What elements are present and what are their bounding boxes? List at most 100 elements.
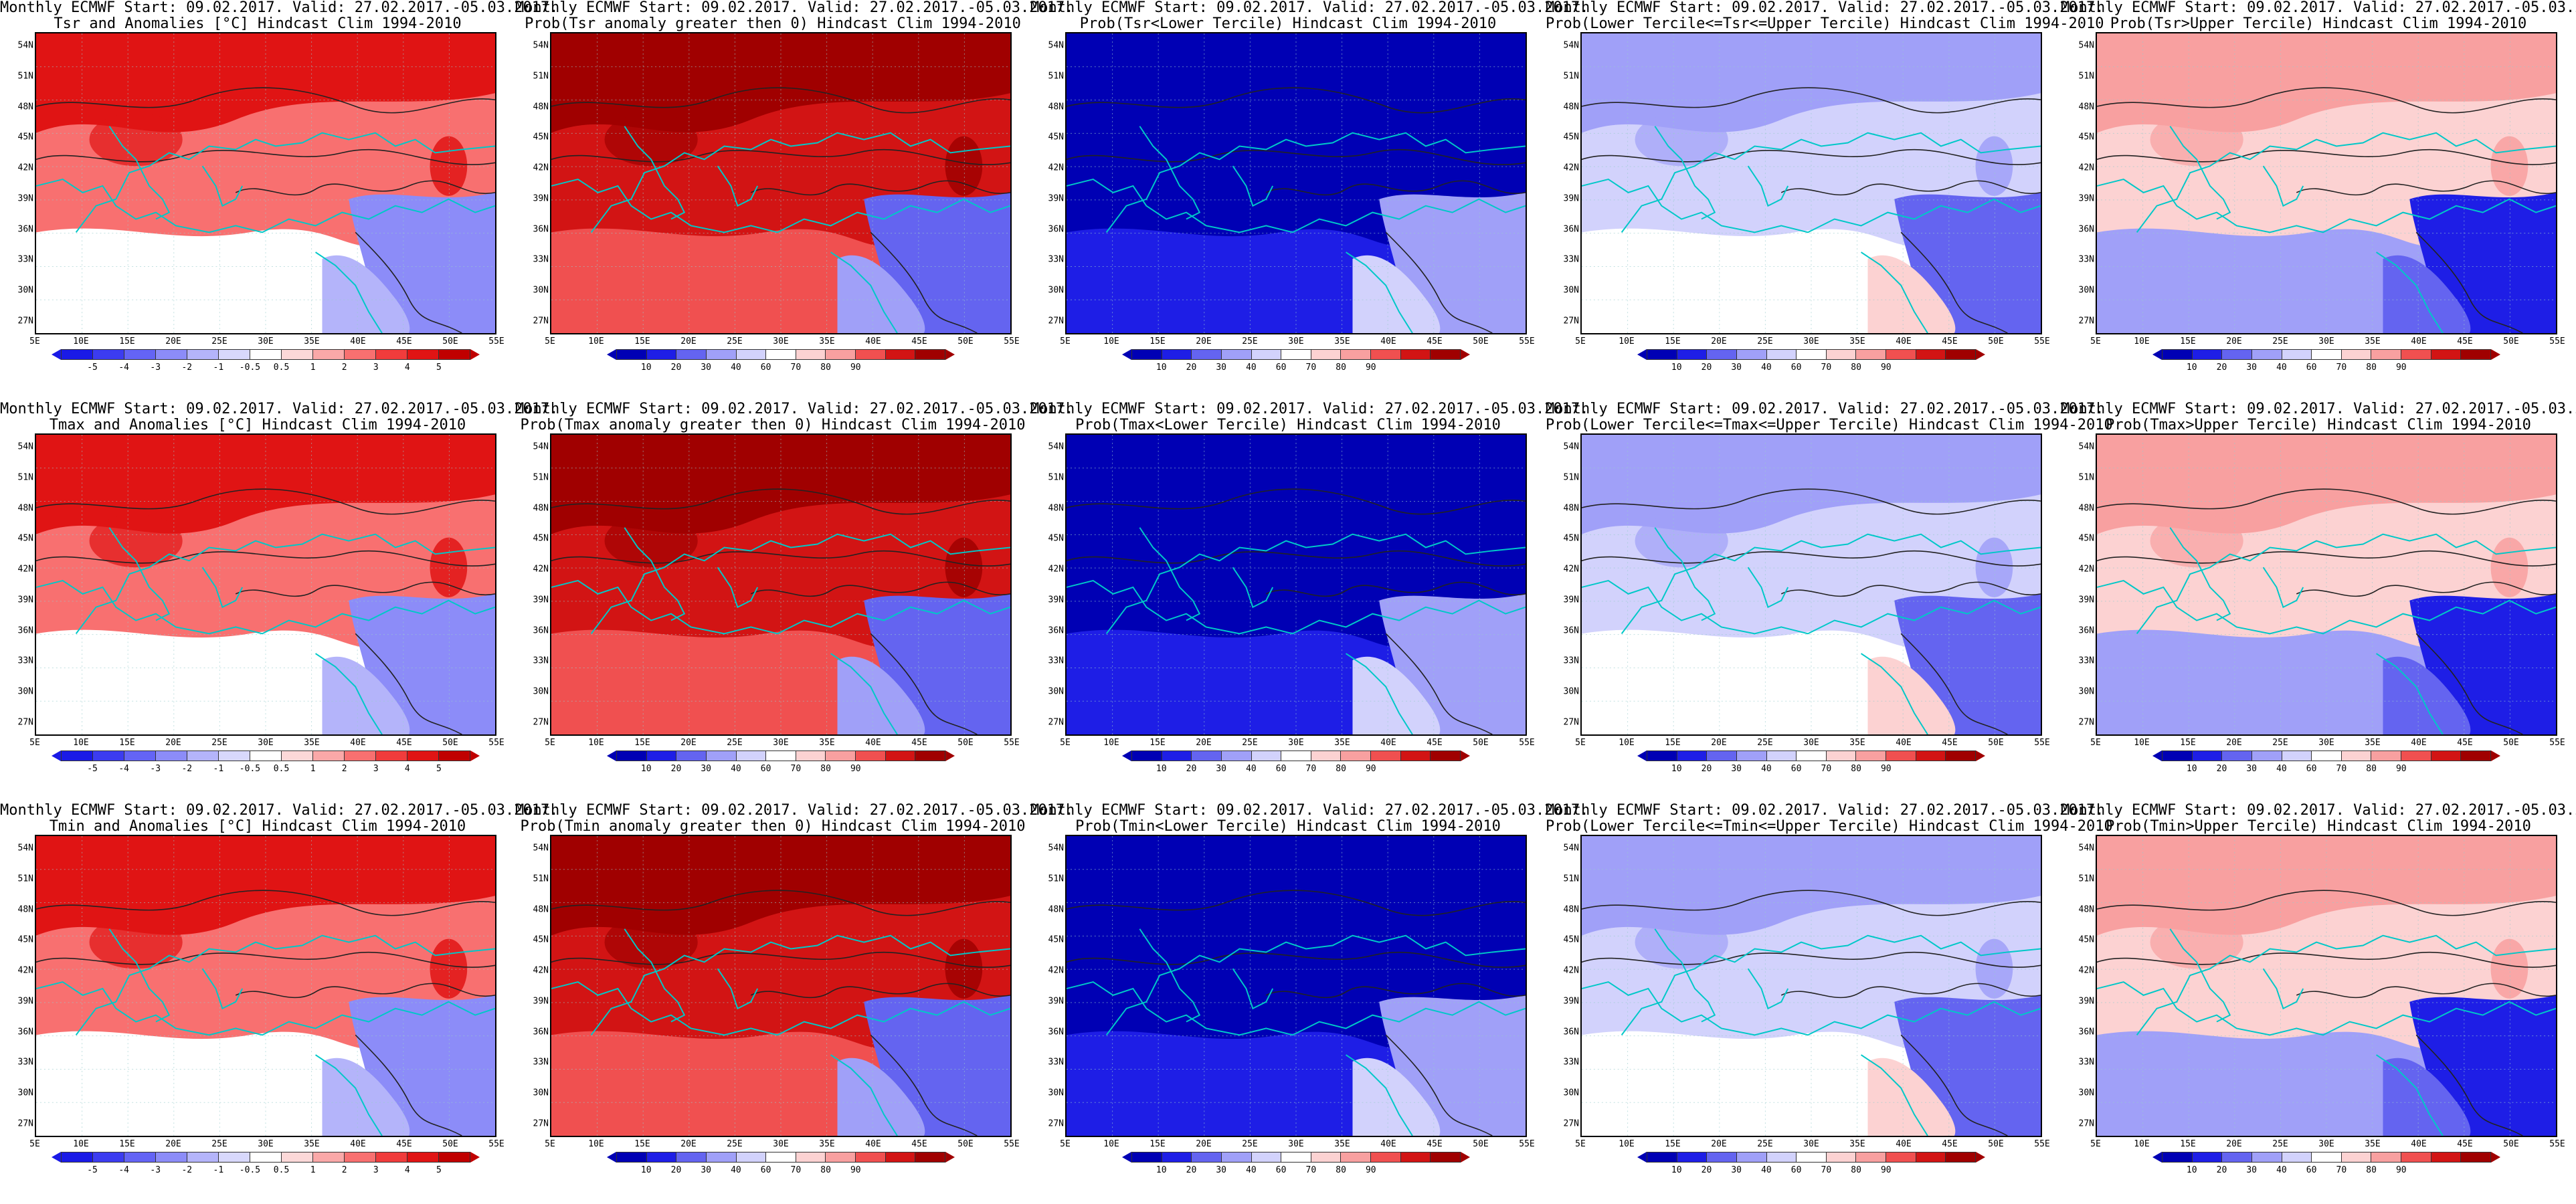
- lon-tick-label: 5E: [2090, 738, 2101, 748]
- colorbar-cell: [856, 751, 886, 761]
- contour-line: [1067, 550, 1526, 567]
- colorbar-label: 40: [1761, 1165, 1772, 1175]
- colorbar-label: -4: [118, 363, 129, 373]
- map-area: [2096, 433, 2557, 736]
- lon-tick-label: 5E: [1060, 738, 1071, 748]
- colorbar-label: 70: [1305, 764, 1317, 774]
- colorbar: [1122, 1152, 1470, 1163]
- colorbar-cell: [1886, 1152, 1916, 1162]
- field-blob: [945, 938, 983, 999]
- colorbar-label: 10: [1156, 1165, 1167, 1175]
- contour-line: [551, 890, 1010, 916]
- colorbar-cell: [1431, 350, 1461, 359]
- colorbar-arrow-left: [607, 1152, 616, 1163]
- field-north: [2097, 836, 2556, 936]
- lon-tick-label: 20E: [1711, 336, 1727, 346]
- lon-tick-label: 50E: [957, 336, 974, 346]
- lat-tick-label: 54N: [2078, 441, 2094, 452]
- colorbar-label: 80: [1851, 1165, 1861, 1175]
- colorbar-cell: [282, 350, 313, 359]
- field-south: [551, 629, 897, 734]
- contour-line: [551, 488, 1010, 515]
- contour-line: [750, 983, 1010, 999]
- map-canvas: [551, 836, 1010, 1136]
- lat-tick-label: 54N: [1048, 843, 1064, 854]
- lon-tick-label: 20E: [1711, 1139, 1727, 1149]
- lat-tick-label: 36N: [17, 625, 33, 636]
- coastline: [1621, 934, 2041, 1035]
- lat-tick-label: 36N: [1563, 1027, 1579, 1037]
- contour-line: [1265, 581, 1526, 597]
- lon-tick-label: 10E: [588, 738, 604, 748]
- map-canvas: [551, 435, 1010, 734]
- title-line-2: Prob(Tmax anomaly greater then 0) Hindca…: [520, 417, 1026, 433]
- colorbar-cell: [93, 350, 124, 359]
- colorbar-label: 10: [2186, 1165, 2197, 1175]
- colorbar-cell: [2251, 350, 2282, 359]
- lon-tick-label: 55E: [2034, 336, 2050, 346]
- lon-tick-label: 25E: [1757, 1139, 1773, 1149]
- lat-tick-label: 48N: [2078, 904, 2094, 915]
- colorbar-cell: [1647, 350, 1677, 359]
- colorbar-cell: [706, 350, 737, 359]
- coastline: [1139, 928, 1201, 1023]
- contour-line: [355, 231, 462, 333]
- colorbar-label: 60: [2306, 764, 2317, 774]
- lon-tick-label: 45E: [1942, 1139, 1958, 1149]
- lon-tick-label: 15E: [634, 1139, 650, 1149]
- colorbar-cells: [61, 1152, 470, 1163]
- colorbar-cell: [156, 350, 187, 359]
- colorbar-label: 40: [1246, 764, 1257, 774]
- colorbar-cells: [61, 349, 470, 360]
- colorbar-arrow-right: [1461, 1152, 1470, 1163]
- lat-tick-label: 36N: [533, 625, 549, 636]
- panel-title: Monthly ECMWF Start: 09.02.2017. Valid: …: [515, 803, 1073, 835]
- colorbar-cell: [1431, 751, 1461, 761]
- colorbar-cell: [313, 751, 345, 761]
- colorbar-cell: [1281, 350, 1311, 359]
- coastline: [1654, 527, 1716, 621]
- lat-tick-label: 51N: [1563, 874, 1579, 884]
- colorbar-cell: [1281, 751, 1311, 761]
- colorbar-label: 80: [820, 1165, 831, 1175]
- colorbar-labels: 10 20 30 40 60 70 80 90: [616, 764, 945, 775]
- lon-tick-label: 35E: [1849, 738, 1865, 748]
- contour-line: [235, 581, 495, 597]
- contour-line: [1067, 488, 1526, 515]
- title-line-1: Monthly ECMWF Start: 09.02.2017. Valid: …: [1546, 0, 2104, 16]
- title-line-1: Monthly ECMWF Start: 09.02.2017. Valid: …: [2061, 401, 2576, 417]
- field-blob: [89, 514, 183, 568]
- colorbar-label: 70: [1305, 363, 1317, 373]
- lat-tick-label: 39N: [1563, 193, 1579, 204]
- panel-title: Monthly ECMWF Start: 09.02.2017. Valid: …: [1546, 803, 2113, 835]
- colorbar-label: 4: [404, 764, 410, 774]
- contour-line: [870, 231, 978, 333]
- colorbar-cell: [2431, 350, 2462, 359]
- colorbar-cell: [885, 1152, 916, 1162]
- lon-tick-label: 5E: [1575, 1139, 1586, 1149]
- colorbar-arrow-left: [2152, 1152, 2162, 1163]
- lat-tick-label: 30N: [533, 1088, 549, 1098]
- colorbar-arrow-left: [607, 750, 616, 761]
- title-line-2: Tmax and Anomalies [°C] Hindcast Clim 19…: [49, 417, 466, 433]
- coastline: [2169, 126, 2231, 220]
- lat-tick-label: 45N: [1563, 934, 1579, 945]
- lon-tick-label: 40E: [2411, 1139, 2427, 1149]
- lon-tick-label: 45E: [396, 336, 412, 346]
- lat-tick-label: 36N: [1048, 224, 1064, 235]
- colorbar-cell: [1677, 1152, 1708, 1162]
- lon-tick-label: 15E: [2180, 336, 2196, 346]
- colorbar-cell: [2371, 751, 2402, 761]
- field-blob: [2490, 537, 2528, 597]
- colorbar-label: 90: [850, 764, 861, 774]
- colorbar-label: 70: [2336, 764, 2347, 774]
- colorbar-cell: [2222, 751, 2252, 761]
- coastline: [551, 579, 1010, 635]
- colorbar: [1637, 349, 1985, 360]
- lat-tick-label: 45N: [17, 132, 33, 142]
- colorbar-cell: [1311, 1152, 1342, 1162]
- colorbar-cell: [376, 751, 407, 761]
- colorbar-cell: [2163, 1152, 2193, 1162]
- colorbar-labels: 10 20 30 40 60 70 80 90: [1647, 1165, 1976, 1176]
- colorbar-cell: [187, 1152, 219, 1162]
